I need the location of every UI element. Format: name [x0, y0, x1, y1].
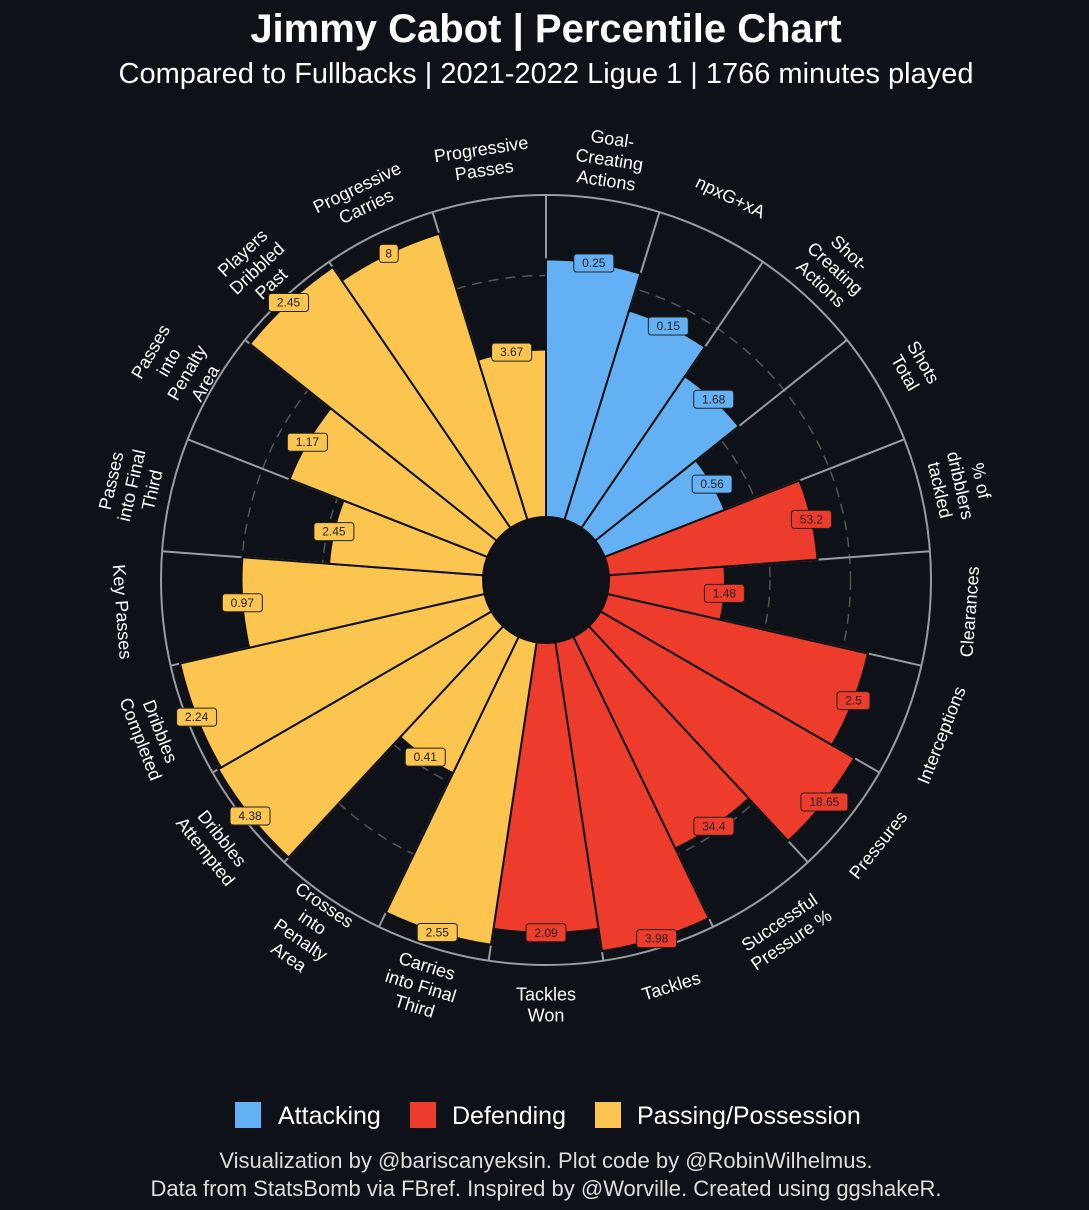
- value-label-box: [647, 316, 689, 336]
- center-hole: [482, 516, 610, 644]
- value-label: 2.09: [534, 926, 558, 940]
- value-label: 2.55: [426, 926, 450, 940]
- value-label: 0.97: [231, 596, 255, 610]
- value-label: 0.25: [582, 256, 606, 270]
- chart-subtitle: Compared to Fullbacks | 2021-2022 Ligue …: [119, 58, 974, 90]
- value-label: 2.5: [845, 694, 862, 708]
- value-label-box: [836, 691, 871, 711]
- footer-line-1: Visualization by @bariscanyeksin. Plot c…: [219, 1148, 872, 1173]
- legend-label-defending: Defending: [452, 1102, 566, 1130]
- value-label-box: [313, 522, 355, 542]
- legend-swatch-attacking: [235, 1102, 261, 1128]
- value-label: 3.67: [500, 345, 524, 359]
- value-label-box: [176, 707, 218, 727]
- value-label: 34.4: [702, 819, 726, 833]
- value-label: 18.65: [809, 795, 839, 809]
- footer-line-2: Data from StatsBomb via FBref. Inspired …: [150, 1176, 941, 1201]
- category-label-line: Tackles: [516, 985, 576, 1005]
- value-label: 0.56: [700, 477, 724, 491]
- value-label: 2.45: [277, 295, 301, 309]
- value-label-box: [491, 342, 533, 362]
- legend: Attacking Defending Passing/Possession: [235, 1102, 861, 1130]
- value-label: 1.68: [702, 392, 726, 406]
- value-labels: 0.25 0.15 1.68 0.56 53.2 1.48 2.5 18.65 34.4 3.98…: [176, 243, 871, 949]
- value-label: 2.45: [322, 525, 346, 539]
- legend-swatch-defending: [410, 1102, 436, 1128]
- value-label-box: [573, 253, 615, 273]
- value-label-box: [268, 292, 310, 312]
- value-label: 4.38: [238, 809, 262, 823]
- value-label: 0.41: [414, 750, 438, 764]
- value-label-box: [416, 923, 458, 943]
- value-label-box: [800, 792, 849, 812]
- legend-swatch-passing: [595, 1102, 621, 1128]
- value-label: 1.48: [713, 586, 737, 600]
- value-label-box: [703, 583, 745, 603]
- bars: [178, 232, 870, 953]
- value-label: 8: [385, 246, 392, 260]
- value-label: 3.98: [645, 932, 669, 946]
- value-label: 0.15: [657, 319, 681, 333]
- category-label-line: Won: [528, 1006, 565, 1026]
- value-label-box: [378, 243, 399, 263]
- value-label: 53.2: [800, 512, 824, 526]
- value-label: 2.24: [185, 710, 209, 724]
- value-label-box: [525, 923, 567, 943]
- value-label-box: [286, 432, 328, 452]
- value-label-box: [691, 474, 733, 494]
- value-label-box: [221, 593, 263, 613]
- value-label-box: [404, 747, 446, 767]
- value-label-box: [693, 816, 735, 836]
- value-label-box: [693, 389, 735, 409]
- chart-title: Jimmy Cabot | Percentile Chart: [250, 7, 841, 51]
- value-label: 1.17: [296, 435, 320, 449]
- legend-label-attacking: Attacking: [278, 1102, 381, 1130]
- legend-label-passing: Passing/Possession: [637, 1102, 861, 1130]
- value-label-box: [790, 509, 832, 529]
- value-label-box: [636, 929, 678, 949]
- value-label-box: [229, 806, 271, 826]
